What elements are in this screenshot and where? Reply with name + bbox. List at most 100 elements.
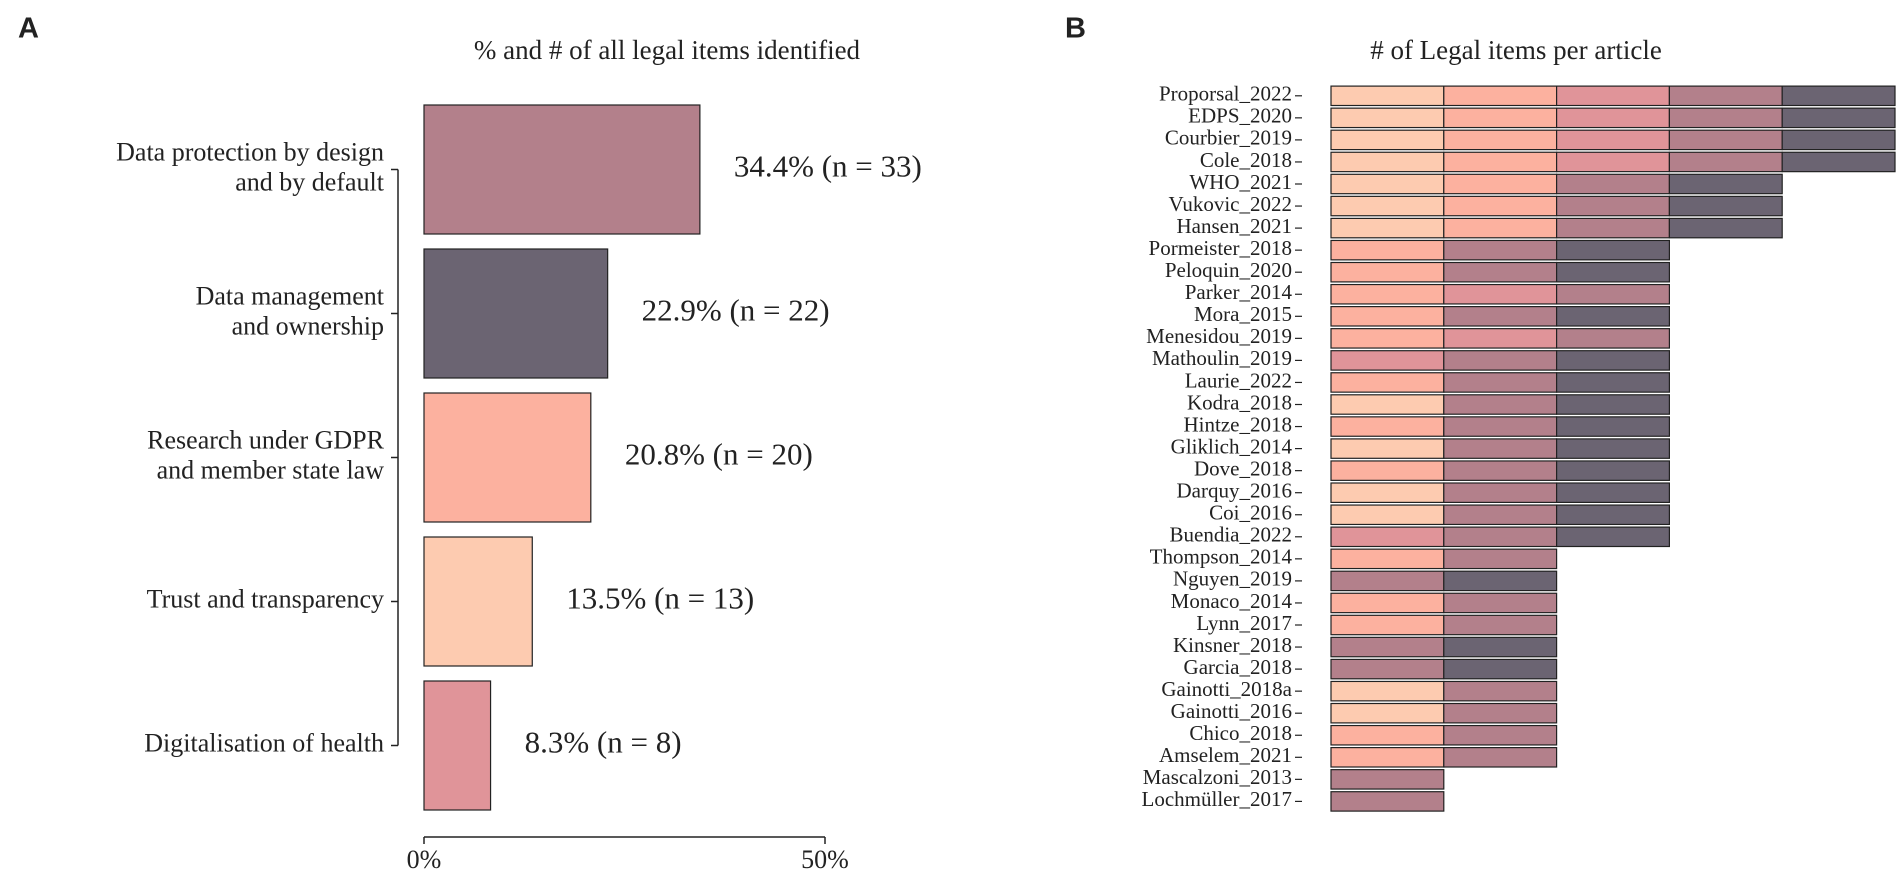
category-label: and member state law [157, 455, 385, 484]
segment [1555, 482, 1670, 503]
article-label: Lochmüller_2017 [1142, 787, 1292, 811]
segment [1330, 173, 1445, 195]
article-label: Laurie_2022 [1185, 368, 1292, 392]
category-label: Trust and transparency [147, 584, 384, 613]
segment [1555, 195, 1670, 217]
segment [1443, 261, 1558, 283]
segment [1443, 129, 1558, 151]
value-label: 20.8% (n = 20) [625, 437, 813, 472]
segment [1330, 570, 1445, 592]
category-label: Research under GDPR [147, 425, 384, 454]
segment [1443, 658, 1558, 680]
segment [1330, 328, 1445, 349]
article-label: Coi_2016 [1209, 501, 1292, 525]
article-label: Dove_2018 [1194, 456, 1292, 480]
article-label: Kodra_2018 [1187, 390, 1292, 414]
article-label: Courbier_2019 [1165, 126, 1292, 150]
segment [1555, 394, 1670, 415]
article-label: EDPS_2020 [1188, 104, 1292, 128]
segment [1443, 592, 1558, 614]
article-label: Vukovic_2022 [1168, 192, 1292, 216]
segment [1330, 394, 1445, 415]
segment [1443, 328, 1558, 349]
segment [1443, 460, 1558, 481]
bar [423, 536, 533, 667]
article-label: Kinsner_2018 [1173, 633, 1292, 657]
category-label: and ownership [232, 311, 384, 340]
segment [1330, 151, 1445, 173]
segment [1555, 328, 1670, 349]
segment [1555, 107, 1670, 129]
segment [1555, 239, 1670, 261]
article-label: Pormeister_2018 [1149, 236, 1292, 260]
x-tick-label: 0% [407, 845, 442, 874]
bar [423, 680, 492, 811]
segment [1330, 350, 1445, 371]
segment [1330, 791, 1445, 812]
segment [1668, 107, 1783, 129]
segment [1443, 746, 1558, 768]
segment [1555, 350, 1670, 371]
segment [1668, 85, 1783, 107]
segment [1330, 746, 1445, 768]
segment [1330, 702, 1445, 724]
segment [1555, 438, 1670, 459]
article-label: Amselem_2021 [1159, 743, 1292, 767]
chart-title: # of Legal items per article [1370, 35, 1662, 65]
article-label: Lynn_2017 [1196, 611, 1292, 635]
segment [1555, 217, 1670, 239]
segment [1443, 680, 1558, 702]
value-label: 22.9% (n = 22) [642, 293, 830, 328]
article-label: Mathoulin_2019 [1152, 346, 1292, 370]
segment [1330, 526, 1445, 548]
value-label: 34.4% (n = 33) [734, 149, 922, 184]
article-label: Parker_2014 [1185, 280, 1293, 304]
segment [1330, 306, 1445, 327]
article-label: Nguyen_2019 [1173, 567, 1292, 591]
segment [1330, 504, 1445, 526]
segment [1330, 217, 1445, 239]
segment [1781, 151, 1896, 173]
segment [1443, 173, 1558, 195]
article-label: Menesidou_2019 [1146, 324, 1292, 348]
segment [1555, 526, 1670, 548]
article-label: Garcia_2018 [1184, 655, 1292, 679]
segment [1443, 350, 1558, 371]
segment [1330, 261, 1445, 283]
category-label: Digitalisation of health [144, 728, 384, 757]
segment [1330, 460, 1445, 481]
segment [1330, 636, 1445, 658]
segment [1443, 482, 1558, 503]
value-label: 8.3% (n = 8) [525, 725, 682, 760]
segment [1781, 107, 1896, 129]
article-label: Mascalzoni_2013 [1143, 765, 1292, 789]
segment [1330, 680, 1445, 702]
segment [1555, 504, 1670, 526]
segment [1330, 107, 1445, 129]
segment [1330, 195, 1445, 217]
segment [1330, 372, 1445, 393]
segment [1443, 416, 1558, 437]
segment [1443, 526, 1558, 548]
segment [1555, 416, 1670, 437]
segment [1330, 548, 1445, 570]
article-label: Gainotti_2018a [1161, 677, 1292, 701]
segment [1443, 570, 1558, 592]
value-label: 13.5% (n = 13) [566, 581, 754, 616]
article-label: Monaco_2014 [1171, 589, 1293, 613]
segment [1555, 261, 1670, 283]
category-label: and by default [235, 167, 385, 196]
segment [1330, 482, 1445, 503]
article-label: Hintze_2018 [1184, 412, 1292, 436]
segment [1555, 460, 1670, 481]
segment [1443, 107, 1558, 129]
segment [1555, 306, 1670, 327]
article-label: Cole_2018 [1200, 148, 1292, 172]
article-label: Thompson_2014 [1150, 545, 1293, 569]
segment [1443, 724, 1558, 746]
panel-label: A [18, 13, 39, 45]
bar [423, 248, 609, 379]
article-label: Gliklich_2014 [1171, 434, 1293, 458]
segment [1330, 129, 1445, 151]
segment [1330, 283, 1445, 305]
